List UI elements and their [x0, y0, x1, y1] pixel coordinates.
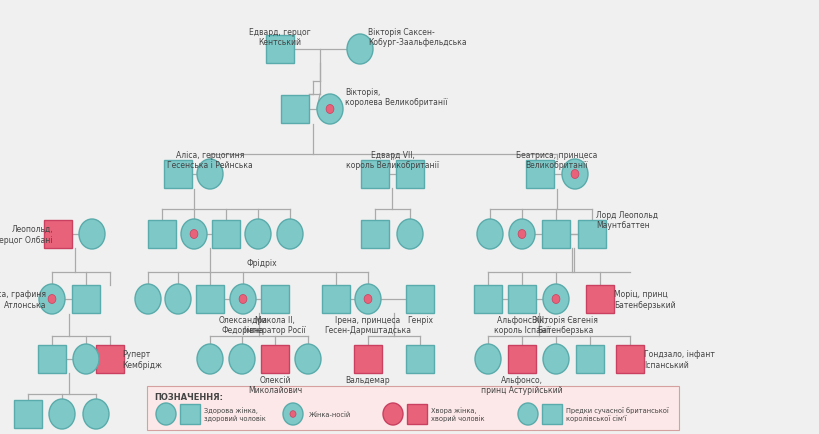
Ellipse shape — [156, 403, 176, 425]
Bar — [354, 345, 382, 373]
Text: Олексій
Миколайович: Олексій Миколайович — [247, 375, 301, 395]
Text: Моріц, принц
Батенберзький: Моріц, принц Батенберзький — [613, 289, 675, 309]
Ellipse shape — [49, 399, 75, 429]
Text: Вікторія Саксен-
Кобург-Заальфельдська: Вікторія Саксен- Кобург-Заальфельдська — [368, 27, 466, 47]
Bar — [260, 345, 288, 373]
Text: Ірена, принцеса
Гесен-Дармштадська: Ірена, принцеса Гесен-Дармштадська — [324, 315, 411, 335]
FancyBboxPatch shape — [147, 386, 678, 430]
Text: Вікторія Євгенія
Батенберзька: Вікторія Євгенія Батенберзька — [532, 315, 597, 335]
Text: Хвора жінка,
хворий чоловік: Хвора жінка, хворий чоловік — [431, 407, 484, 421]
Text: Генріх: Генріх — [406, 315, 432, 324]
Ellipse shape — [239, 295, 247, 304]
Bar — [281, 96, 309, 124]
Bar — [260, 285, 288, 313]
Ellipse shape — [197, 344, 223, 374]
Ellipse shape — [561, 160, 587, 190]
Bar — [541, 404, 561, 424]
Bar — [164, 161, 192, 188]
Ellipse shape — [229, 284, 256, 314]
Bar — [405, 345, 433, 373]
Text: Вальдемар: Вальдемар — [346, 375, 390, 384]
Text: Едвард, герцог
Кентський: Едвард, герцог Кентський — [249, 27, 310, 47]
Ellipse shape — [518, 230, 525, 239]
Ellipse shape — [290, 411, 296, 418]
Bar — [615, 345, 643, 373]
Bar — [360, 220, 388, 248]
Bar — [586, 285, 613, 313]
Bar — [196, 285, 224, 313]
Text: Олександра
Федорівна: Олександра Федорівна — [218, 315, 267, 335]
Ellipse shape — [165, 284, 191, 314]
Ellipse shape — [542, 284, 568, 314]
Bar — [96, 345, 124, 373]
Bar — [541, 220, 569, 248]
Bar — [72, 285, 100, 313]
Bar — [180, 404, 200, 424]
Ellipse shape — [48, 295, 56, 304]
Text: Микола II,
Імператор Росії: Микола II, Імператор Росії — [244, 315, 305, 335]
Bar — [14, 400, 42, 428]
Bar — [508, 345, 536, 373]
Bar — [38, 345, 66, 373]
Ellipse shape — [135, 284, 161, 314]
Bar — [525, 161, 554, 188]
Ellipse shape — [283, 403, 303, 425]
Text: Фрідріх: Фрідріх — [247, 258, 277, 267]
Ellipse shape — [277, 220, 303, 250]
Ellipse shape — [364, 295, 372, 304]
Ellipse shape — [477, 220, 502, 250]
Text: Лорд Леопольд
Маунтбаттен: Лорд Леопольд Маунтбаттен — [595, 210, 657, 230]
Bar — [575, 345, 604, 373]
Ellipse shape — [181, 220, 206, 250]
Text: ПОЗНАЧЕННЯ:: ПОЗНАЧЕННЯ: — [154, 392, 223, 401]
Bar — [396, 161, 423, 188]
Ellipse shape — [326, 105, 333, 114]
Text: Жінка-носій: Жінка-носій — [309, 411, 351, 417]
Ellipse shape — [83, 399, 109, 429]
Ellipse shape — [317, 95, 342, 125]
Text: Альфонс XII,
король Іспанії: Альфонс XII, король Іспанії — [493, 315, 550, 335]
Text: Предки сучасної британської
королівської сім'ї: Предки сучасної британської королівської… — [565, 407, 668, 421]
Ellipse shape — [518, 403, 537, 425]
Ellipse shape — [197, 160, 223, 190]
Text: Вікторія,
королева Великобританії: Вікторія, королева Великобританії — [345, 87, 447, 107]
Bar — [265, 36, 294, 64]
Bar — [212, 220, 240, 248]
Ellipse shape — [355, 284, 381, 314]
Bar — [322, 285, 350, 313]
Bar — [147, 220, 176, 248]
Ellipse shape — [396, 220, 423, 250]
Bar — [406, 404, 427, 424]
Ellipse shape — [79, 220, 105, 250]
Ellipse shape — [509, 220, 534, 250]
Text: Леопольд,
герцог Олбані: Леопольд, герцог Олбані — [0, 225, 53, 244]
Text: Гондзало, інфант
Іспанський: Гондзало, інфант Іспанський — [643, 349, 714, 369]
Ellipse shape — [474, 344, 500, 374]
Ellipse shape — [229, 344, 255, 374]
Bar — [508, 285, 536, 313]
Text: Руперт
Кембрідж: Руперт Кембрідж — [122, 349, 162, 369]
Text: Альфонсо,
принц Астурійський: Альфонсо, принц Астурійський — [481, 375, 562, 395]
Ellipse shape — [39, 284, 65, 314]
Text: Здорова жінка,
здоровий чоловік: Здорова жінка, здоровий чоловік — [204, 407, 265, 421]
Bar — [405, 285, 433, 313]
Ellipse shape — [346, 35, 373, 65]
Text: Аліса, графиня
Атлонська: Аліса, графиня Атлонська — [0, 289, 46, 309]
Bar — [577, 220, 605, 248]
Text: Беатриса, принцеса
Великобританії: Беатриса, принцеса Великобританії — [516, 150, 597, 170]
Text: Едвард VII,
король Великобританії: Едвард VII, король Великобританії — [346, 150, 439, 170]
Ellipse shape — [551, 295, 559, 304]
Ellipse shape — [190, 230, 197, 239]
Ellipse shape — [295, 344, 320, 374]
Ellipse shape — [73, 344, 99, 374]
Bar — [44, 220, 72, 248]
Text: Аліса, герцогиня
Гесенська і Рейнська: Аліса, герцогиня Гесенська і Рейнська — [167, 150, 252, 170]
Ellipse shape — [245, 220, 270, 250]
Bar — [473, 285, 501, 313]
Ellipse shape — [570, 170, 578, 179]
Ellipse shape — [382, 403, 402, 425]
Ellipse shape — [542, 344, 568, 374]
Bar — [360, 161, 388, 188]
